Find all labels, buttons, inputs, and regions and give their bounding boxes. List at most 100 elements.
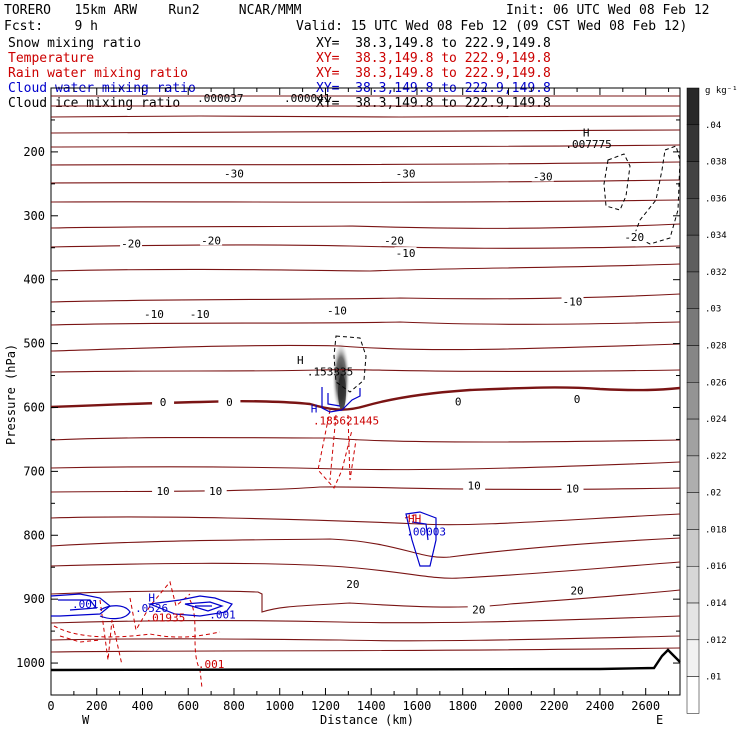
- isotherm-label-bg: [341, 578, 364, 590]
- isotherm-label-bg: [623, 231, 646, 243]
- isotherm-label: 0: [455, 395, 462, 408]
- extremum-label: H: [311, 403, 318, 416]
- isotherm-label: 0: [160, 396, 167, 409]
- x-tick-label: 1800: [448, 699, 477, 713]
- colorbar-swatch: [686, 198, 700, 236]
- isotherm-label: -20: [121, 238, 141, 251]
- isotherm-label-bg: [394, 167, 417, 179]
- x-tick-label: 0: [47, 699, 54, 713]
- extremum-label: .00003: [406, 525, 446, 538]
- init-time: Init: 06 UTC Wed 08 Feb 12: [506, 3, 710, 18]
- colorbar-swatch: [686, 124, 700, 162]
- isotherm-label-bg: [325, 304, 348, 316]
- x-tick-label: 2200: [540, 699, 569, 713]
- y-tick-label: 1000: [16, 656, 45, 670]
- freezing-level-isotherm: [50, 386, 681, 411]
- rain-water-contours: [53, 409, 419, 689]
- isotherm-label-bg: [561, 482, 584, 494]
- field-temperature-xy: XY= 38.3,149.8 to 222.9,149.8: [316, 51, 551, 66]
- colorbar-swatch: [686, 382, 700, 420]
- isotherm-label-bg: [447, 395, 470, 407]
- isotherm-label: -30: [224, 167, 244, 180]
- extremum-label: .000041: [284, 92, 330, 105]
- isotherms: [50, 95, 681, 653]
- field-snow-name: Snow mixing ratio: [8, 36, 142, 51]
- colorbar-swatch: [686, 639, 700, 677]
- colorbar-tick-label: .016: [705, 562, 727, 572]
- colorbar-swatch: [686, 492, 700, 530]
- x-tick-label: 800: [223, 699, 245, 713]
- colorbar-tick-label: .038: [705, 158, 727, 168]
- colorbar-swatch: [686, 602, 700, 641]
- colorbar-swatch: [686, 308, 700, 346]
- colorbar-unit: g kg⁻¹: [705, 86, 738, 96]
- extremum-label: .0526: [135, 602, 168, 615]
- colorbar-swatch: [686, 418, 700, 457]
- colorbar-tick-label: .024: [705, 415, 727, 425]
- x-axis-west-label: W: [82, 713, 90, 727]
- isotherm-label-bg: [218, 396, 241, 408]
- colorbar: .04 .038 .036 .034 .032 .03 .028 .026 .024 .022 .0…: [686, 87, 727, 714]
- colorbar-tick-label: .03: [705, 305, 721, 315]
- x-tick-label: 2000: [494, 699, 523, 713]
- colorbar-tick-label: .036: [705, 194, 727, 204]
- isotherm-label: -30: [533, 170, 553, 183]
- colorbar-swatch: [686, 345, 700, 383]
- colorbar-swatch: [686, 676, 700, 714]
- extremum-label: HH: [408, 512, 421, 525]
- isotherm-label-bg: [152, 396, 175, 408]
- colorbar-swatch: [686, 87, 700, 126]
- cloud-ice-contours: [333, 145, 681, 393]
- x-tick-label: 2400: [585, 699, 614, 713]
- y-tick-label: 900: [23, 592, 45, 606]
- isotherm-label-bg: [566, 584, 589, 596]
- field-cloudwater-name: Cloud water mixing ratio: [8, 81, 196, 96]
- isotherm-label-bg: [204, 484, 227, 496]
- snow-shading-core: [338, 374, 346, 410]
- isotherm-label: 10: [566, 482, 579, 495]
- isotherm-label-bg: [222, 167, 245, 179]
- isotherm-label: -30: [396, 167, 416, 180]
- extremum-label: H: [148, 592, 155, 605]
- x-tick-label: 400: [132, 699, 154, 713]
- y-tick-label: 700: [23, 464, 45, 478]
- y-tick-label: 500: [23, 337, 45, 351]
- extremum-label: H: [583, 127, 590, 140]
- isotherm-label: 20: [570, 584, 583, 597]
- isotherm-label-bg: [383, 234, 406, 246]
- isotherm-label-bg: [531, 170, 554, 182]
- isotherm-label: 10: [156, 485, 169, 498]
- isotherm-label: -10: [144, 308, 164, 321]
- field-cloudice-xy: XY= 38.3,149.8 to 222.9,149.8: [316, 96, 551, 111]
- colorbar-swatch: [686, 234, 700, 273]
- field-rain-xy: XY= 38.3,149.8 to 222.9,149.8: [316, 66, 551, 81]
- isotherm-label-bg: [120, 237, 143, 249]
- isotherm-label-bg: [566, 392, 589, 404]
- extremum-label: .007775: [565, 138, 611, 151]
- model-title: TORERO 15km ARW Run2 NCAR/MMM: [4, 3, 302, 18]
- isotherm-label: 20: [346, 578, 359, 591]
- colorbar-tick-label: .012: [705, 636, 727, 646]
- field-snow-xy: XY= 38.3,149.8 to 222.9,149.8: [316, 36, 551, 51]
- colorbar-swatch: [686, 565, 700, 604]
- isotherm-label: 0: [574, 393, 581, 406]
- colorbar-tick-label: .04: [705, 121, 721, 131]
- isotherm-label: 20: [472, 604, 485, 617]
- extremum-label: .001: [198, 658, 225, 671]
- colorbar-tick-label: .034: [705, 231, 727, 241]
- x-tick-label: 1000: [265, 699, 294, 713]
- y-tick-label: 400: [23, 273, 45, 287]
- x-axis-east-label: E: [656, 713, 663, 727]
- extremum-label: .01935: [145, 612, 185, 625]
- isotherm-label-bg: [188, 307, 211, 319]
- extremum-label: .001: [209, 608, 236, 621]
- x-tick-label: 1200: [311, 699, 340, 713]
- isotherm-label: 10: [468, 480, 481, 493]
- isotherm-label-bg: [394, 247, 417, 259]
- isotherm-label-bg: [561, 295, 584, 307]
- cloud-water-contours: [50, 387, 437, 620]
- colorbar-swatch: [686, 271, 700, 309]
- x-tick-label: 1400: [357, 699, 386, 713]
- isotherm-label: -10: [396, 247, 416, 260]
